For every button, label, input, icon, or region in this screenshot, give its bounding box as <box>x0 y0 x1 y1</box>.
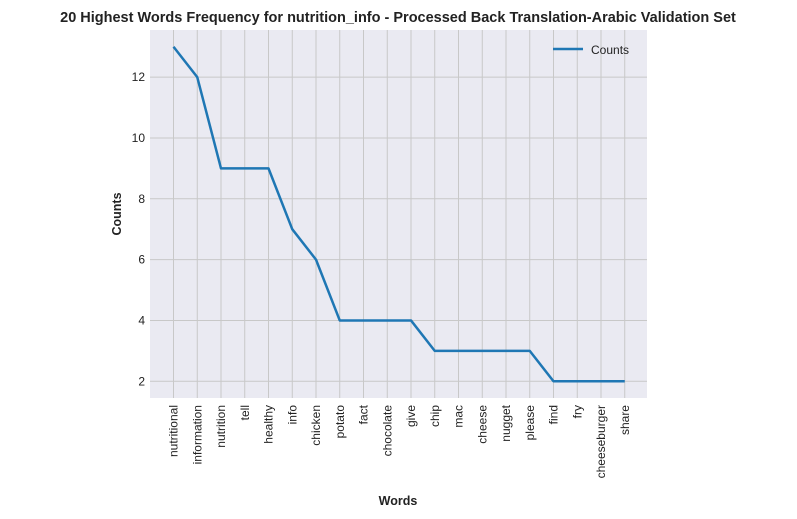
y-tick-label: 4 <box>138 313 145 327</box>
series-group <box>172 45 625 383</box>
x-tick-label: nutrition <box>214 405 228 448</box>
x-tick-label: information <box>190 405 204 464</box>
x-tick-label: cheese <box>475 405 489 444</box>
x-tick-label: find <box>547 405 561 424</box>
x-tick-label: mac <box>452 405 466 428</box>
x-tick-label: nutritional <box>167 405 181 457</box>
grid <box>150 30 647 398</box>
x-tick-label: info <box>285 405 299 425</box>
series-line-counts <box>172 45 625 383</box>
x-axis-ticks: nutritional information nutrition tell healt… <box>167 404 632 478</box>
x-tick-label: potato <box>333 405 347 439</box>
legend: Counts <box>553 43 629 57</box>
y-tick-label: 6 <box>138 253 145 267</box>
x-tick-label: chicken <box>309 405 323 446</box>
x-tick-label: give <box>404 405 418 427</box>
x-tick-label: share <box>618 405 632 435</box>
x-axis-label: Words <box>379 494 418 508</box>
x-tick-label: fact <box>357 404 371 424</box>
y-axis-label: Counts <box>110 192 124 235</box>
x-tick-label: healthy <box>262 405 276 444</box>
legend-label: Counts <box>591 43 629 57</box>
x-tick-label: nugget <box>499 404 513 441</box>
plot-area <box>150 30 647 398</box>
chart-title: 20 Highest Words Frequency for nutrition… <box>60 10 736 26</box>
y-tick-label: 8 <box>138 192 145 206</box>
y-tick-label: 12 <box>132 70 146 84</box>
y-axis-ticks: 2 4 6 8 10 12 <box>132 70 146 388</box>
y-tick-label: 2 <box>138 374 145 388</box>
x-tick-label: chip <box>428 405 442 427</box>
x-tick-label: chocolate <box>380 405 394 457</box>
x-tick-label: tell <box>238 405 252 420</box>
x-tick-label: cheeseburger <box>594 405 608 478</box>
x-tick-label: fry <box>570 405 584 418</box>
x-tick-label: please <box>523 405 537 441</box>
y-tick-label: 10 <box>132 131 146 145</box>
